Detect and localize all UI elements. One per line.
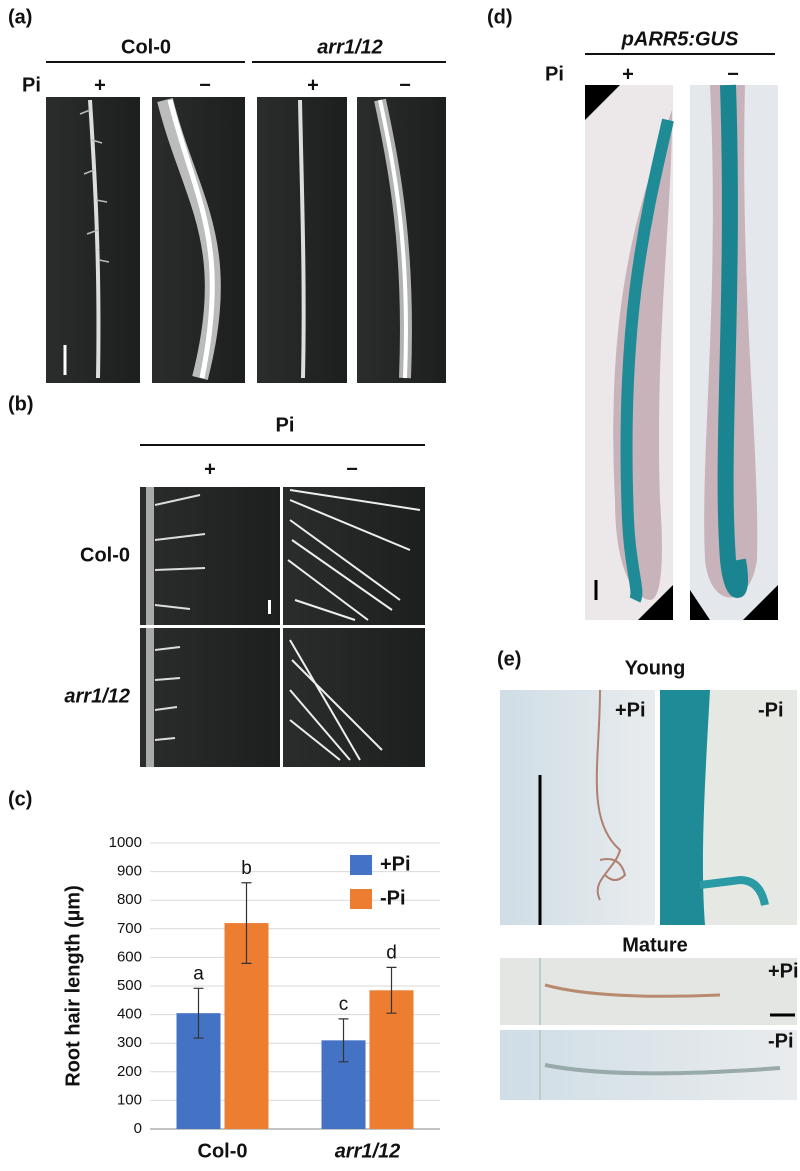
row-label: arr1/12 (64, 685, 130, 707)
significance-label: a (193, 963, 204, 984)
y-tick-label: 400 (117, 1006, 142, 1023)
genotype-header: arr1/12 (317, 36, 383, 58)
y-tick-label: 300 (117, 1034, 142, 1051)
column-header: Pi (276, 414, 295, 436)
y-tick-label: 200 (117, 1063, 142, 1080)
gus-photos (585, 84, 778, 620)
row-label: Pi (545, 63, 564, 85)
condition: − (399, 74, 411, 96)
y-tick-label: 500 (117, 977, 142, 994)
condition: − (199, 74, 211, 96)
y-tick-label: 800 (117, 891, 142, 908)
young-photos (500, 689, 797, 925)
condition: + (204, 458, 216, 480)
panel-label: (a) (8, 6, 32, 28)
group-title: Young (625, 657, 686, 679)
panel-label: (b) (8, 393, 34, 415)
condition: + (94, 74, 106, 96)
legend-swatch (350, 889, 372, 909)
y-axis-label: Root hair length (µm) (62, 885, 84, 1087)
genotype-header: Col-0 (121, 36, 171, 58)
significance-label: c (339, 994, 349, 1015)
root-photos (46, 97, 446, 383)
y-tick-label: 900 (117, 863, 142, 880)
condition: + (622, 63, 634, 85)
condition: + (307, 74, 319, 96)
panel-label: (d) (487, 6, 513, 28)
x-tick-label: Col-0 (198, 1140, 248, 1162)
y-tick-label: 700 (117, 920, 142, 937)
row-label: Col-0 (80, 544, 130, 566)
y-tick-label: 100 (117, 1091, 142, 1108)
condition: -Pi (758, 699, 784, 721)
error-bar (386, 966, 397, 1014)
condition: +Pi (768, 960, 799, 982)
group-title: Mature (622, 934, 688, 956)
condition: -Pi (768, 1030, 794, 1052)
legend-swatch (350, 855, 372, 875)
root-hair-photos (140, 487, 425, 767)
y-tick-label: 1000 (109, 834, 142, 851)
y-tick-label: 600 (117, 948, 142, 965)
legend-label: +Pi (380, 853, 411, 875)
x-tick-label: arr1/12 (335, 1140, 401, 1162)
y-tick-label: 0 (134, 1120, 142, 1137)
panel-label: (c) (8, 788, 32, 810)
significance-label: d (386, 942, 397, 963)
condition: − (346, 458, 358, 480)
error-bar (338, 1018, 349, 1063)
construct: pARR5:GUS (621, 28, 739, 50)
mature-photos (500, 958, 797, 1100)
panel-label: (e) (497, 648, 521, 670)
significance-label: b (241, 858, 252, 879)
row-label: Pi (22, 74, 41, 96)
error-bar (193, 987, 204, 1039)
error-bar (241, 882, 252, 965)
condition: +Pi (615, 699, 646, 721)
legend-label: -Pi (380, 887, 406, 909)
condition: − (727, 63, 739, 85)
